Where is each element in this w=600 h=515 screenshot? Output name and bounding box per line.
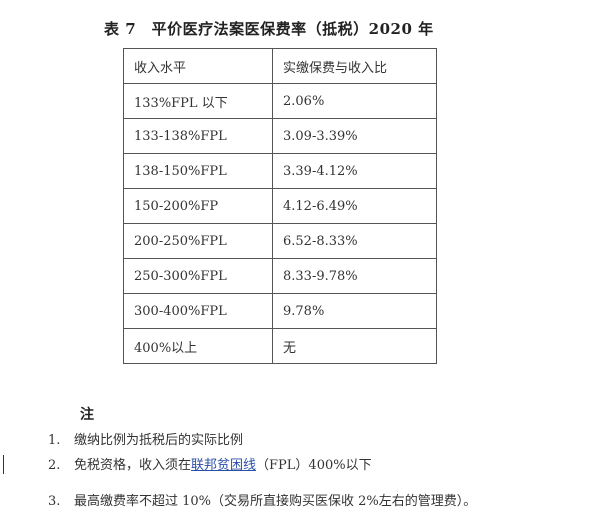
text-cursor <box>3 455 4 474</box>
note-text: 免税资格，收入须在 <box>74 458 192 473</box>
premium-rate-table: 收入水平 实缴保费与收入比 133%FPL 以下 2.06% 133-138%FPL… <box>123 48 437 364</box>
note-number: 1. <box>48 433 61 448</box>
premium-ratio-cell: 6.52-8.33% <box>272 223 437 259</box>
income-level-cell: 300-400%FPL <box>123 293 273 329</box>
note-item: 2. 免税资格，收入须在联邦贫困线（FPL）400%以下 <box>48 454 372 473</box>
table-row: 150-200%FP 4.12-6.49% <box>123 188 437 224</box>
table-row: 133%FPL 以下 2.06% <box>123 83 437 119</box>
table-row: 250-300%FPL 8.33-9.78% <box>123 258 437 294</box>
premium-ratio-cell: 3.09-3.39% <box>272 118 437 154</box>
fpl-link[interactable]: 联邦贫困线 <box>191 458 257 473</box>
income-level-cell: 150-200%FP <box>123 188 273 224</box>
notes-heading: 注 <box>80 407 94 423</box>
note-text: （FPL）400%以下 <box>256 458 372 473</box>
premium-ratio-cell: 2.06% <box>272 83 437 119</box>
table-row: 138-150%FPL 3.39-4.12% <box>123 153 437 189</box>
premium-ratio-cell: 8.33-9.78% <box>272 258 437 294</box>
income-level-cell: 133-138%FPL <box>123 118 273 154</box>
income-level-cell: 250-300%FPL <box>123 258 273 294</box>
note-text: 最高缴费率不超过 10%（交易所直接购买医保收 2%左右的管理费）。 <box>74 494 477 509</box>
income-level-cell: 400%以上 <box>123 328 273 364</box>
table-row: 133-138%FPL 3.09-3.39% <box>123 118 437 154</box>
note-item: 1. 缴纳比例为抵税后的实际比例 <box>48 429 243 448</box>
table-title: 表 7 平价医疗法案医保费率（抵税）2020 年 <box>104 20 434 38</box>
premium-ratio-cell: 3.39-4.12% <box>272 153 437 189</box>
premium-ratio-cell: 无 <box>272 328 437 364</box>
header-premium-ratio: 实缴保费与收入比 <box>272 48 437 84</box>
premium-ratio-cell: 9.78% <box>272 293 437 329</box>
premium-ratio-cell: 4.12-6.49% <box>272 188 437 224</box>
income-level-cell: 200-250%FPL <box>123 223 273 259</box>
note-text: 缴纳比例为抵税后的实际比例 <box>74 433 244 448</box>
header-income-level: 收入水平 <box>123 48 273 84</box>
table-header-row: 收入水平 实缴保费与收入比 <box>123 48 437 84</box>
table-row: 200-250%FPL 6.52-8.33% <box>123 223 437 259</box>
table-row: 400%以上无 <box>123 328 437 364</box>
table-row: 300-400%FPL 9.78% <box>123 293 437 329</box>
note-number: 3. <box>48 494 61 509</box>
note-item: 3. 最高缴费率不超过 10%（交易所直接购买医保收 2%左右的管理费）。 <box>48 490 476 509</box>
note-number: 2. <box>48 458 61 473</box>
income-level-cell: 138-150%FPL <box>123 153 273 189</box>
income-level-cell: 133%FPL 以下 <box>123 83 273 119</box>
